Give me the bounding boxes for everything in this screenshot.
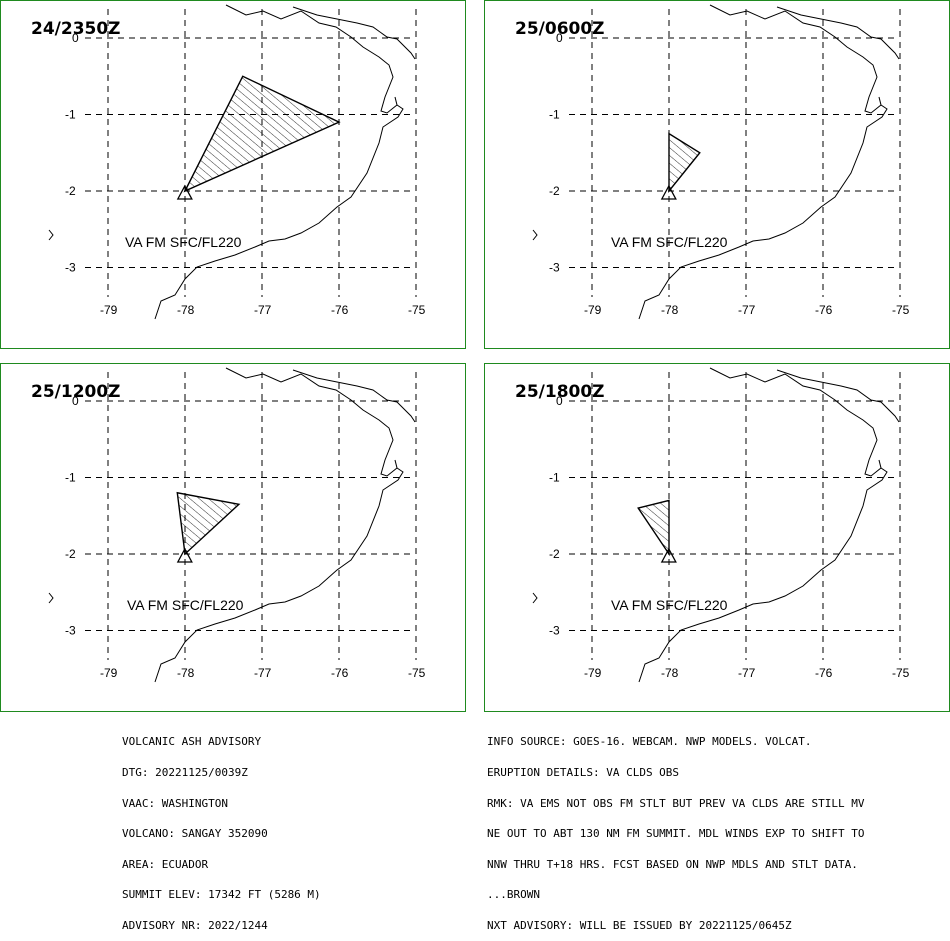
lat-tick-label: -2 [549, 184, 560, 198]
coastline [394, 96, 398, 106]
volcano-icon [176, 184, 193, 200]
ash-cloud-polygon [637, 499, 670, 557]
lon-tick-label: -77 [254, 666, 272, 680]
panel-time-label: 24/2350Z [31, 19, 121, 39]
advisory-line: RMK: VA EMS NOT OBS FM STLT BUT PREV VA … [487, 796, 865, 810]
panel-altitude-label: VA FM SFC/FL220 [611, 234, 728, 250]
panel-time-label: 25/1200Z [31, 382, 121, 402]
island-mark [48, 229, 54, 241]
map-canvas: -79 -78 -77 -76 -75 0 -1 -2 -3 [48, 4, 426, 320]
lon-tick-label: -79 [584, 303, 602, 317]
volcano-icon [660, 184, 677, 200]
lon-tick-label: -79 [584, 666, 602, 680]
advisory-line: VOLCANIC ASH ADVISORY [122, 735, 262, 749]
map-canvas: -79 -78 -77 -76 -75 0 -1 -2 -3 [48, 367, 426, 683]
advisory-line: SUMMIT ELEV: 17342 FT (5286 M) [122, 888, 321, 902]
lat-tick-label: -3 [549, 624, 560, 638]
advisory-line: ...BROWN [487, 888, 540, 902]
advisory-line: NNW THRU T+18 HRS. FCST BASED ON NWP MDL… [487, 857, 858, 871]
advisory-remarks-block: INFO SOURCE: GOES-16. WEBCAM. NWP MODELS… [487, 717, 865, 941]
panel-time-label: 25/0600Z [515, 19, 605, 39]
coastline [394, 459, 398, 469]
lat-tick-label: 0 [556, 31, 563, 45]
lon-tick-label: -75 [408, 303, 426, 317]
lat-tick-label: -1 [65, 108, 76, 122]
lat-tick-label: -1 [549, 471, 560, 485]
lon-tick-label: -78 [661, 666, 679, 680]
island-mark [532, 229, 538, 241]
lat-tick-label: -1 [65, 471, 76, 485]
advisory-line: ADVISORY NR: 2022/1244 [122, 918, 268, 932]
lon-tick-label: -76 [331, 666, 349, 680]
lat-tick-label: -3 [65, 624, 76, 638]
volcano-icon [176, 547, 193, 563]
coastline [878, 96, 882, 106]
advisory-line: ERUPTION DETAILS: VA CLDS OBS [487, 766, 680, 779]
lat-tick-label: -2 [65, 184, 76, 198]
country-border [776, 6, 900, 60]
lat-tick-label: 0 [72, 394, 79, 408]
coastline [154, 4, 404, 320]
lon-tick-label: -75 [892, 303, 910, 317]
coastline [638, 4, 888, 320]
forecast-panel-1: -79 -78 -77 -76 -75 0 -1 -2 -3 24/2350Z VA FM SF… [0, 0, 466, 349]
lon-tick-label: -76 [331, 303, 349, 317]
lon-tick-label: -75 [892, 666, 910, 680]
map-canvas: -79 -78 -77 -76 -75 0 -1 -2 -3 [532, 4, 910, 320]
advisory-line: AREA: ECUADOR [122, 857, 209, 871]
map-canvas: -79 -78 -77 -76 -75 0 -1 -2 -3 [532, 367, 910, 683]
advisory-line: INFO SOURCE: GOES-16. WEBCAM. NWP MODELS… [487, 735, 812, 749]
forecast-panel-3: -79 -78 -77 -76 -75 0 -1 -2 -3 25/1200Z VA FM SF… [0, 363, 466, 712]
lon-tick-label: -77 [254, 303, 272, 317]
panel-altitude-label: VA FM SFC/FL220 [125, 234, 242, 250]
lon-tick-label: -77 [738, 303, 756, 317]
lat-tick-label: -1 [549, 108, 560, 122]
forecast-panel-4: -79 -78 -77 -76 -75 0 -1 -2 -3 25/1800Z VA FM SF… [484, 363, 950, 712]
lon-tick-label: -78 [177, 666, 195, 680]
forecast-panel-2: -79 -78 -77 -76 -75 0 -1 -2 -3 25/0600Z VA FM SF… [484, 0, 950, 349]
volcano-icon [660, 547, 677, 563]
advisory-header-block: VOLCANIC ASH ADVISORY DTG: 20221125/0039… [122, 717, 321, 941]
lon-tick-label: -76 [815, 303, 833, 317]
island-mark [532, 592, 538, 604]
lat-tick-label: -2 [549, 547, 560, 561]
lat-tick-label: -3 [65, 261, 76, 275]
lon-tick-label: -77 [738, 666, 756, 680]
ash-cloud-polygon [176, 491, 241, 556]
country-border [292, 369, 416, 423]
country-border [776, 369, 900, 423]
lat-tick-label: 0 [72, 31, 79, 45]
ash-cloud-polygon [183, 75, 341, 193]
advisory-line: VAAC: WASHINGTON [122, 796, 228, 810]
panel-altitude-label: VA FM SFC/FL220 [611, 597, 728, 613]
panel-altitude-label: VA FM SFC/FL220 [127, 597, 244, 613]
lat-tick-label: -2 [65, 547, 76, 561]
coastline [638, 367, 888, 683]
lon-tick-label: -79 [100, 666, 118, 680]
lon-tick-label: -78 [661, 303, 679, 317]
lon-tick-label: -75 [408, 666, 426, 680]
advisory-line: DTG: 20221125/0039Z [122, 766, 248, 779]
lat-tick-label: 0 [556, 394, 563, 408]
island-mark [48, 592, 54, 604]
advisory-line: NXT ADVISORY: WILL BE ISSUED BY 20221125… [487, 918, 792, 932]
lon-tick-label: -78 [177, 303, 195, 317]
country-border [292, 6, 416, 60]
lon-tick-label: -76 [815, 666, 833, 680]
lat-tick-label: -3 [549, 261, 560, 275]
advisory-line: NE OUT TO ABT 130 NM FM SUMMIT. MDL WIND… [487, 827, 865, 841]
ash-cloud-polygon [668, 132, 701, 193]
panel-time-label: 25/1800Z [515, 382, 605, 402]
coastline [154, 367, 404, 683]
lon-tick-label: -79 [100, 303, 118, 317]
coastline [878, 459, 882, 469]
advisory-line: VOLCANO: SANGAY 352090 [122, 827, 268, 841]
